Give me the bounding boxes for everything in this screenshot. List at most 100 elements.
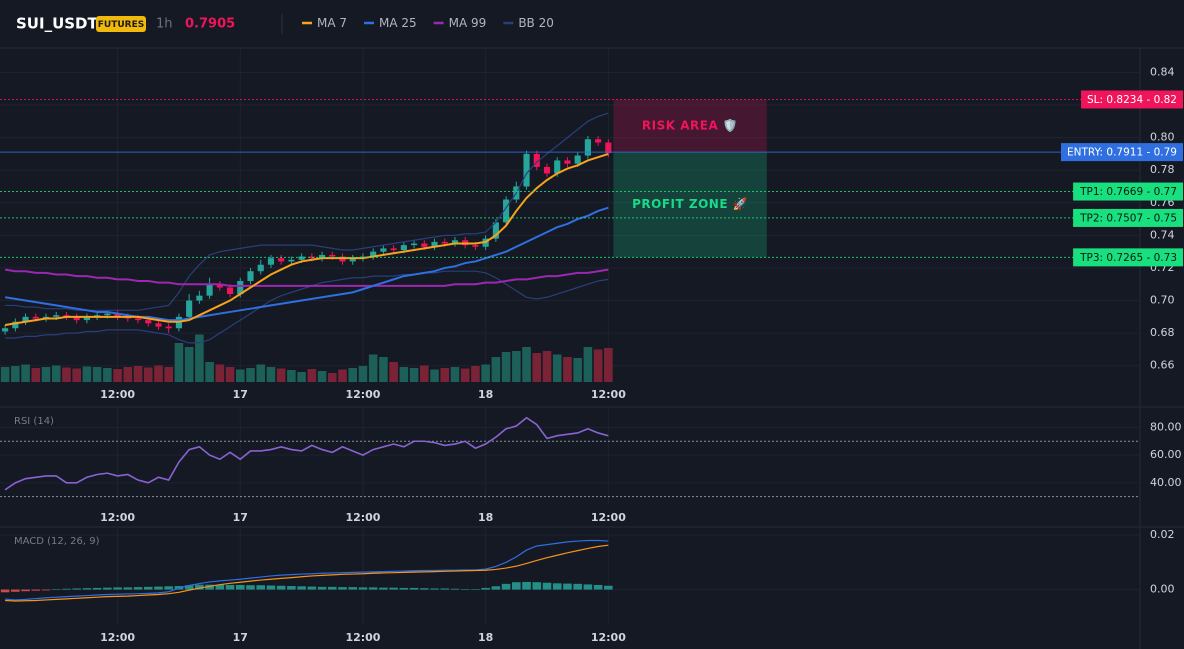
rsi-title: RSI (14) [14,416,54,427]
histogram-bar [317,586,327,590]
rsi-line [4,416,609,491]
volume-bar [256,364,266,382]
volume-bar [164,367,173,382]
histogram-bar [552,583,562,590]
histogram-bar [143,586,153,590]
histogram-bar [542,582,552,590]
volume-bar [92,367,102,382]
volume-bar [460,368,470,382]
candle-body [574,155,581,164]
candle-body [605,142,612,154]
candle-body [104,313,111,316]
y-tick-label: 40.00 [1150,476,1182,489]
volume-bar [266,367,276,382]
interval: 1h [156,17,173,32]
histogram-bar [604,585,613,590]
volume-bar [307,369,317,382]
level-label: TP1: 0.7669 - 0.77 [1079,186,1177,198]
volume-bar [522,347,531,382]
band-upper [5,112,609,311]
candle-body [533,153,540,167]
macd-line [5,539,609,601]
volume-bar [338,369,347,382]
x-tick-label: 18 [478,511,493,524]
zone [613,152,767,258]
histogram-bar [11,589,20,592]
candle-body [237,280,244,295]
histogram-bar [563,583,572,590]
candle-body [298,256,305,260]
volume-bar [154,365,163,382]
candle-body [114,313,121,317]
volume-bar [41,367,51,382]
histogram-bar [440,588,450,590]
volume-bar [327,373,337,382]
histogram-bar [297,586,306,590]
histogram-bar [307,586,317,590]
volume-bar [389,362,398,382]
histogram-bar [72,588,81,590]
badge-bg [96,16,146,32]
level-label: TP2: 0.7507 - 0.75 [1079,212,1177,224]
histogram-bar [471,589,480,590]
candle-body [53,315,60,317]
candle-body [318,254,326,259]
volume-bar [184,347,194,382]
volume-bar [215,364,225,382]
candle-body [165,326,172,329]
x-tick-label: 12:00 [591,631,626,644]
x-tick-label: 12:00 [591,388,626,401]
y-tick-label: 0.78 [1150,163,1175,176]
x-tick-label: 17 [233,511,248,524]
volume-bar [195,334,204,382]
legend-label: BB 20 [518,16,554,30]
x-tick-label: 12:00 [345,511,380,524]
volume-bar [143,367,153,382]
histogram-bar [21,589,30,592]
candle-body [278,258,285,262]
candle-body [2,328,9,332]
histogram-bar [573,583,582,590]
histogram-bar [481,587,490,590]
histogram-bar [338,587,347,590]
volume-bar [399,367,409,382]
histogram-bar [92,587,102,590]
volume-bar [358,366,368,382]
volume-bar [246,368,255,382]
x-tick-label: 12:00 [345,631,380,644]
candle-body [288,259,295,262]
candle-body [472,245,479,247]
histogram-bar [450,588,460,590]
volume-bar [368,354,378,382]
y-tick-label: 0.68 [1150,326,1175,339]
volume-bar [72,368,81,382]
histogram-bar [430,588,439,590]
candle-body [308,256,315,259]
x-tick-label: 18 [478,388,493,401]
candle-body [267,258,275,265]
histogram-bar [133,587,143,590]
volume-bar [205,362,214,382]
x-tick-label: 12:00 [100,388,135,401]
x-tick-label: 12:00 [345,388,380,401]
x-tick-label: 18 [478,631,493,644]
histogram-bar [512,582,521,590]
candle-body [349,258,356,262]
y-tick-label: 0.00 [1150,583,1175,596]
y-tick-label: 0.70 [1150,294,1175,307]
volume-bar [501,352,511,382]
candle-body [32,316,39,319]
volume-bar [583,347,593,382]
volume-bar [31,368,41,382]
histogram-bar [348,587,358,590]
histogram-bar [82,588,92,590]
volume-bar [317,371,327,382]
histogram-bar [379,587,388,590]
histogram-bar [195,584,204,590]
candle-body [247,271,254,281]
histogram-bar [420,588,429,590]
histogram-bar [522,581,531,590]
histogram-bar [51,589,61,590]
volume-bar [235,369,245,382]
